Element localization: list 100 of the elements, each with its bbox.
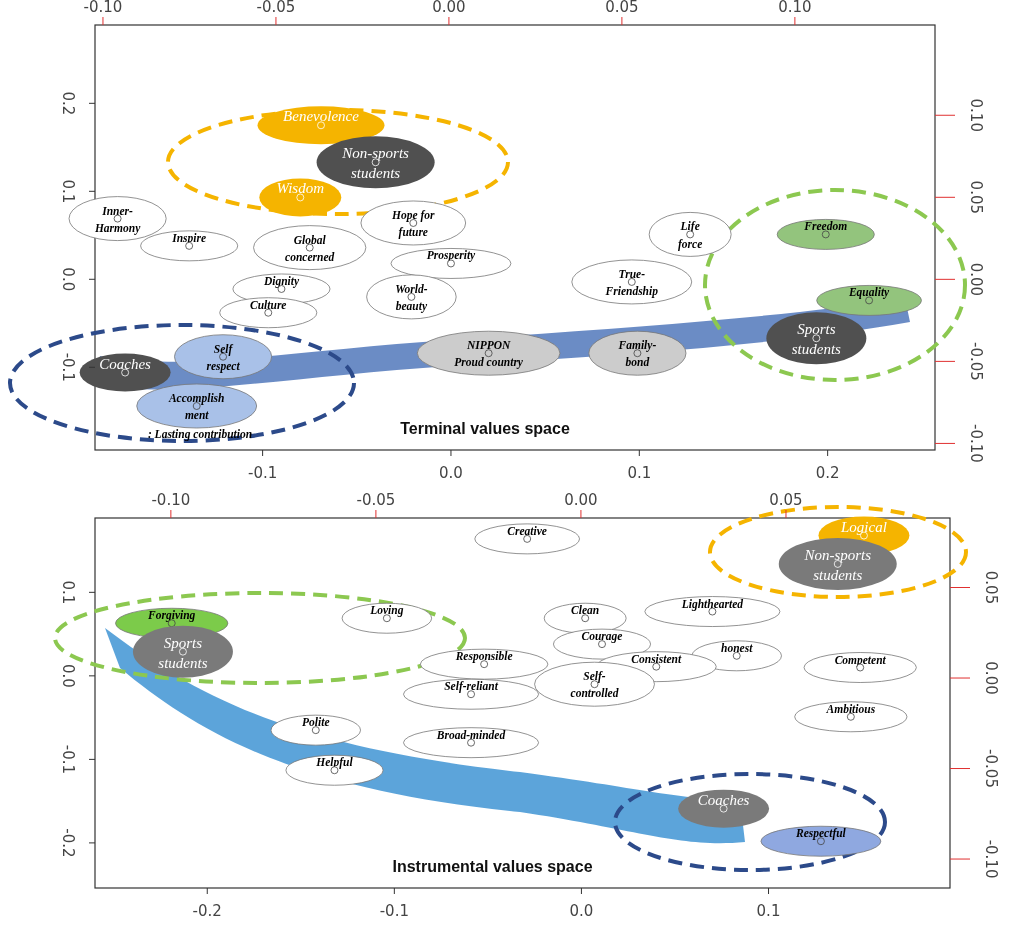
series-label: Self- controlled [570,670,619,700]
oval-label: Benevolence [257,106,385,145]
series-label: Life force [678,220,703,251]
series-label: Respectful [794,827,847,841]
series-label: Culture [250,298,287,311]
x2-tick-label: -0.05 [256,0,296,16]
x-tick-label: -0.2 [192,902,222,920]
series-label: Self-reliant [444,680,499,694]
series-label: Inner- Harmony [93,204,142,235]
series-label: Forgiving [147,609,196,623]
oval-label: Accomplish ment [136,383,258,429]
oval-label: Helpful [285,754,384,786]
y-tick-label: -0.2 [58,828,77,858]
point [311,726,320,735]
oval-label: Prosperity [390,248,512,279]
oval-label: Ambitious [794,701,908,733]
series-label: Sports students [791,321,842,358]
oval-label: Inspire [140,230,239,262]
oval-label: Loving [341,602,433,634]
series-label: Responsible [454,650,513,664]
point [296,193,305,202]
y2-tick-label: 0.05 [981,570,1000,605]
y2-tick-label: -0.10 [966,424,985,463]
y2-tick-label: 0.00 [981,661,1000,695]
series-label: Broad-minded [435,728,506,741]
point [581,614,590,623]
x-tick-label: -0.1 [379,902,409,920]
oval-label: Self respect [174,334,273,380]
y-tick-label: 0.0 [58,663,77,688]
y2-tick-label: -0.05 [981,749,1000,788]
y-tick-label: 0.2 [58,91,77,116]
oval-label: Global concerned [253,225,367,270]
oval-label: World- beauty [366,274,457,320]
series-label: Loving [369,604,404,618]
series-label: Freedom [803,220,848,233]
series-label: Clean [571,604,600,617]
y2-tick-label: 0.00 [966,262,985,297]
x2-tick-label: 0.05 [605,0,639,16]
x-tick-label: 0.1 [756,902,781,920]
x-tick-label: 0.2 [815,464,840,482]
series-label: Non-sports students [341,145,410,182]
series-label: Benevolence [283,108,360,125]
x-tick-label: 0.0 [569,902,594,920]
oval-label: True- Friendship [571,259,693,305]
x-tick-label: -0.1 [247,464,278,482]
series-label: Competent [834,653,887,667]
oval-label: Freedom [776,219,875,250]
series-label: Accomplish ment [167,392,225,422]
series-label: Lighthearted [680,597,744,611]
oval-label: Hope for future [360,200,467,246]
oval-label: Sports students [766,312,867,365]
oval-label: Family- bond [588,330,687,376]
series-label: Coaches [99,355,152,372]
x2-tick-label: 0.00 [564,491,598,509]
series-label: Wisdom [276,180,325,197]
series-label: Inspire [171,231,207,245]
oval-label: NIPPON Proud country [416,330,561,376]
series-label: World- beauty [395,282,428,314]
oval-label: Competent [803,652,917,683]
x2-tick-label: -0.10 [83,0,123,16]
point [821,230,830,239]
point [484,349,493,358]
x2-tick-label: -0.10 [151,491,191,509]
series-label: Equality [847,286,891,300]
oval-label: Lighthearted [644,596,781,627]
x2-tick-label: 0.05 [769,491,803,509]
oval-label: Responsible [420,648,549,680]
oval-label: Creative [474,523,580,555]
text: Instrumental values space [392,858,593,875]
x2-tick-label: 0.10 [778,0,812,16]
series-label: Hope for future [391,208,436,240]
text: Terminal values space [400,420,570,437]
series-label: Ambitious [825,702,876,715]
y2-tick-label: -0.05 [966,341,985,381]
y2-tick-label: 0.10 [966,98,985,132]
point [317,121,325,130]
oval-label: Coaches [79,353,171,392]
series-label: NIPPON Proud country [454,339,524,370]
series-label: Helpful [315,756,354,770]
series-label: Dignity [262,274,300,288]
point [627,278,636,286]
series-label: honest [721,641,754,654]
oval-label: Self-reliant [403,678,539,710]
y2-tick-label: -0.10 [981,839,1000,879]
y2-tick-label: 0.05 [966,180,985,214]
x-tick-label: 0.0 [439,464,463,482]
series-label: Creative [507,524,547,537]
series-label: Prosperity [426,249,477,263]
oval-label: Sports students [132,625,233,678]
series-label: True- Friendship [604,267,659,299]
y-tick-label: 0.1 [58,580,77,605]
oval-label: Culture [219,297,318,329]
series-label: Global concerned [285,233,335,263]
oval-label: Life force [648,212,732,257]
oval-label: Equality [816,285,922,316]
series-label: Family- bond [617,339,657,369]
x2-tick-label: -0.05 [356,491,396,509]
y-tick-label: -0.1 [58,744,77,775]
oval-label: Polite [270,714,361,746]
series-label: Logical [840,518,887,535]
